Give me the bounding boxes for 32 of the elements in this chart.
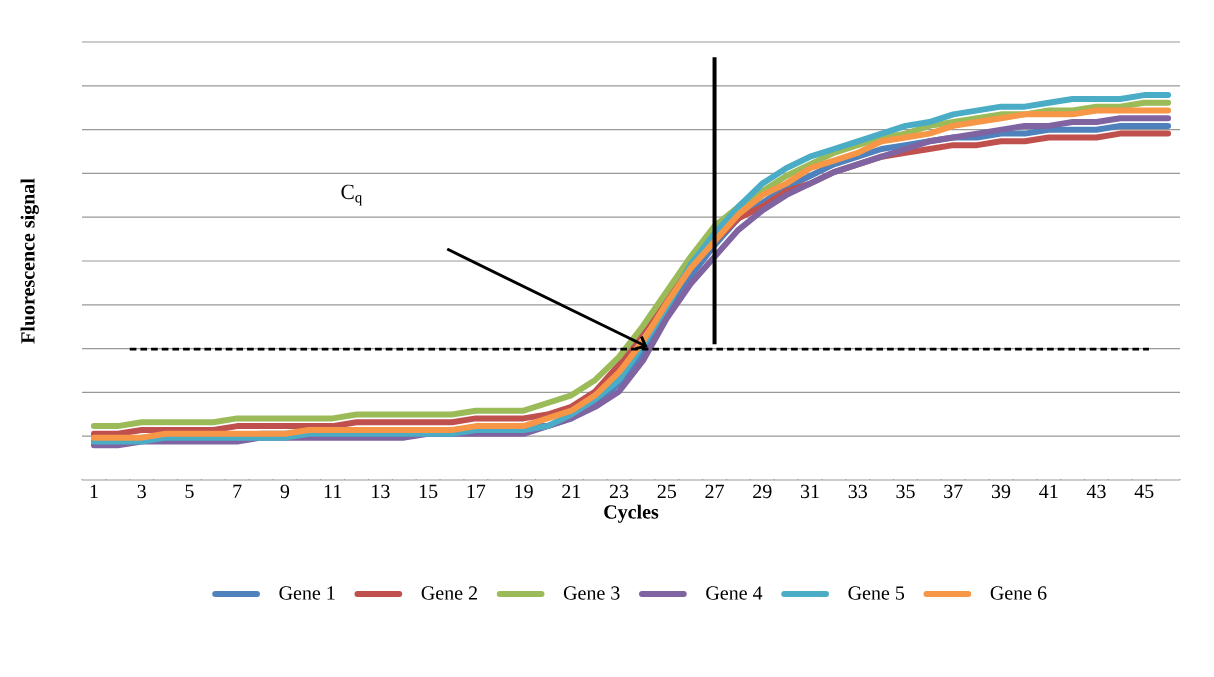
x-tick-label: 33	[848, 484, 867, 499]
x-tick-label: 19	[515, 484, 533, 499]
x-tick-label: 29	[753, 484, 772, 499]
x-tick-label: 21	[562, 484, 581, 498]
x-tick-label: 39	[991, 484, 1011, 499]
legend-label: Gene 2	[421, 586, 477, 600]
x-tick-label: 15	[419, 484, 438, 499]
x-axis-title: Cycles	[604, 504, 659, 523]
x-tick-label: 43	[1086, 484, 1106, 499]
y-axis-title: Fluorescence signal	[20, 178, 39, 344]
x-tick-label: 35	[896, 484, 915, 499]
x-tick-label: 23	[609, 484, 629, 499]
legend-label: Gene 3	[563, 586, 620, 600]
legend-label: Gene 6	[990, 586, 1047, 600]
annotation: C$_{q}$	[341, 184, 362, 206]
x-tick-label: 9	[280, 484, 290, 499]
x-tick-label: 37	[944, 484, 963, 499]
x-tick-label: 7	[233, 484, 242, 498]
x-tick-label: 13	[372, 484, 390, 499]
legend-label: Gene 1	[279, 586, 335, 600]
x-tick-label: 17	[467, 484, 486, 498]
x-tick-label: 11	[324, 484, 342, 498]
x-tick-label: 45	[1134, 484, 1154, 499]
legend-label: Gene 4	[706, 586, 763, 600]
x-tick-label: 3	[137, 484, 146, 499]
x-tick-label: 25	[657, 484, 677, 499]
legend-label: Gene 5	[848, 586, 905, 600]
x-tick-label: 1	[90, 484, 98, 498]
x-tick-label: 31	[800, 484, 819, 499]
x-tick-label: 5	[185, 484, 194, 498]
x-tick-label: 27	[705, 484, 724, 498]
x-tick-label: 41	[1039, 484, 1058, 498]
